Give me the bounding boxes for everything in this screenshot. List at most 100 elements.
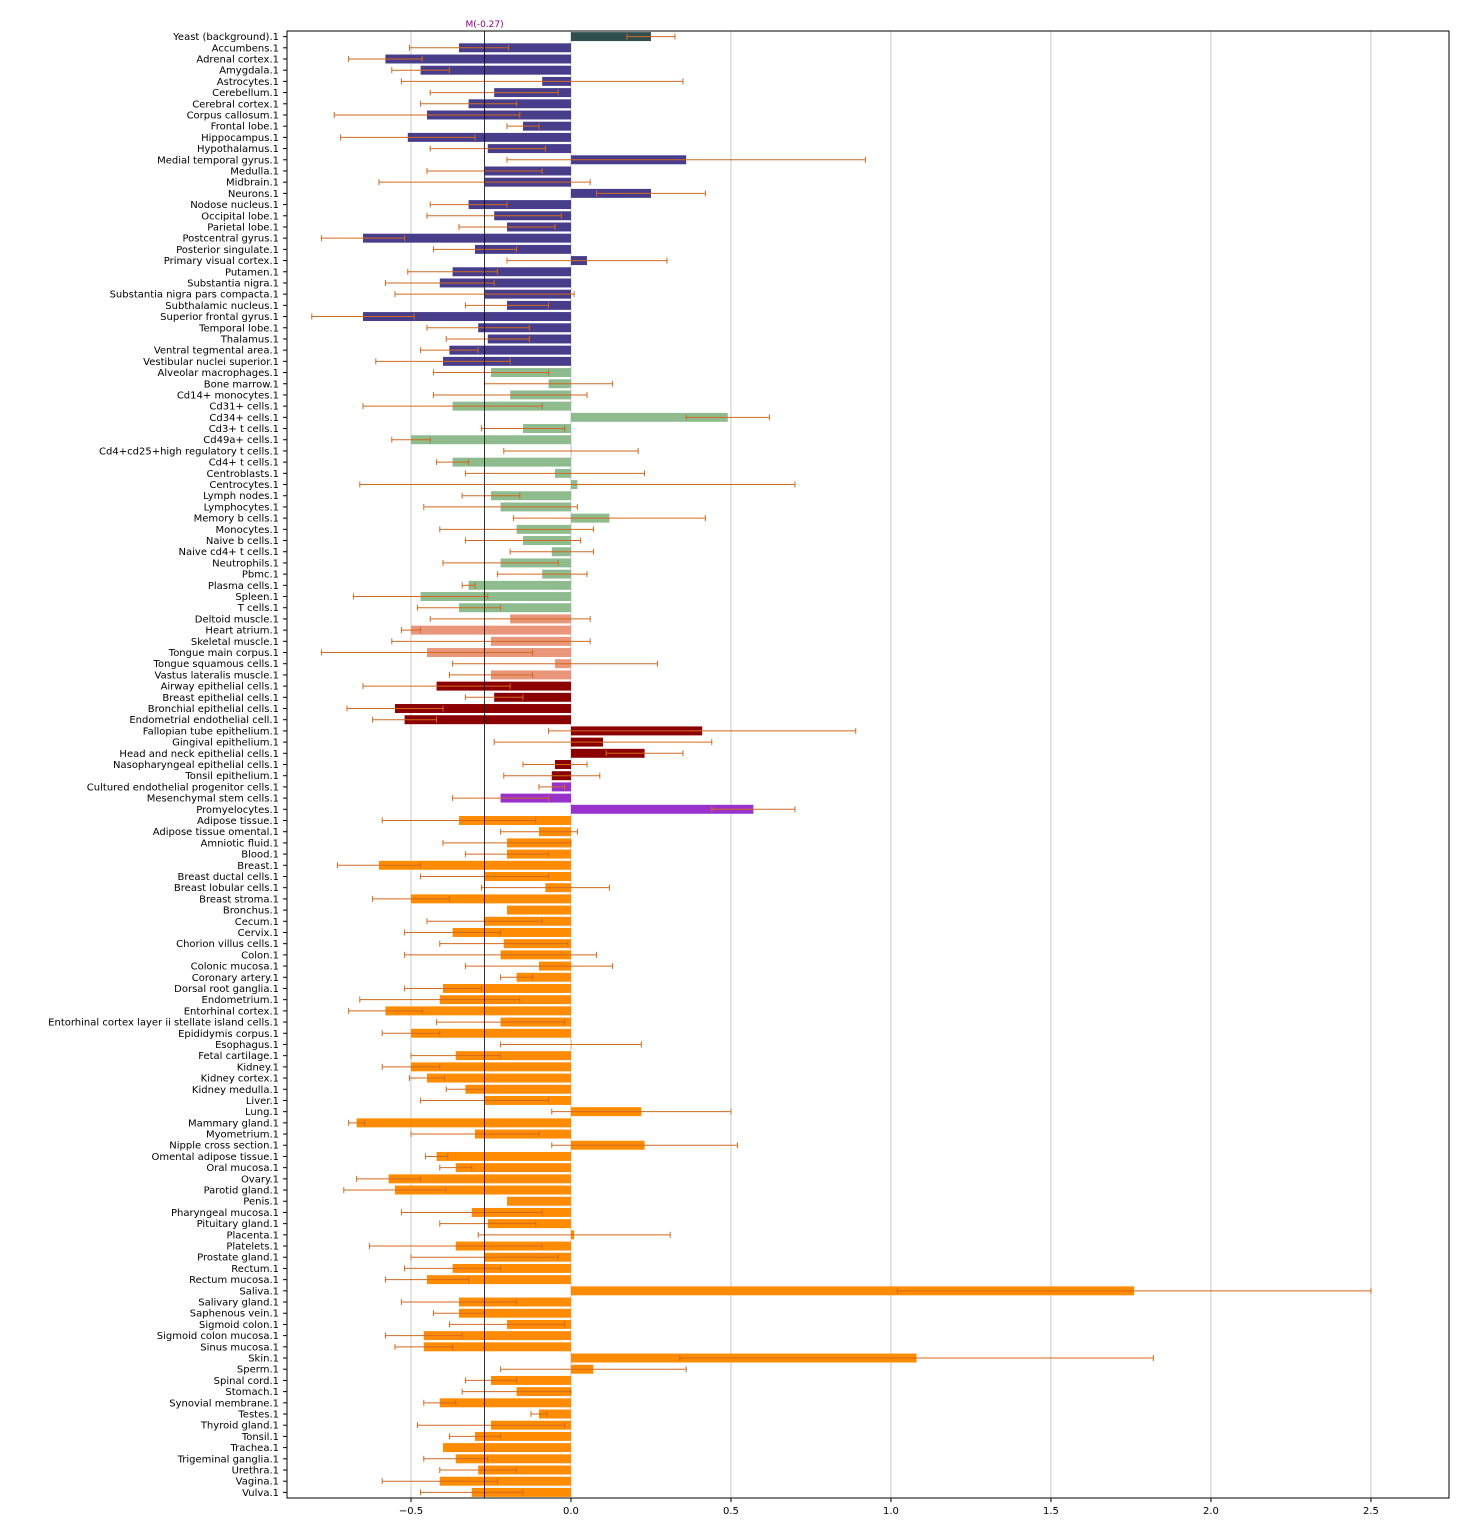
bar [362,233,571,243]
x-axis-ticks: −0.5 0.0 0.5 1.0 1.5 2.0 2.5 [399,1498,1379,1517]
y-tick-label: Gingival epithelium.1 [172,738,279,749]
y-tick-label: Cecum.1 [235,917,279,928]
y-tick-label: Thalamus.1 [220,334,279,345]
y-tick-label: Cd4+ t cells.1 [209,458,279,469]
y-tick-label: Tonsil epithelium.1 [184,771,279,782]
bar [420,65,571,75]
bar [455,1163,571,1173]
y-tick-label: Substantia nigra.1 [187,278,279,289]
y-tick-label: Endometrial endothelial cell.1 [129,715,279,726]
y-tick-label: Corpus callosum.1 [187,110,279,121]
y-tick-label: Cd4+cd25+high regulatory t cells.1 [99,446,279,457]
bar [426,1275,571,1285]
y-tick-label: Salivary gland.1 [198,1298,279,1309]
bar [506,905,571,915]
y-tick-label: Spinal cord.1 [214,1376,279,1387]
y-tick-label: Vestibular nuclei superior.1 [143,357,279,368]
y-tick-label: Cd34+ cells.1 [209,413,279,424]
bar [420,592,571,602]
y-tick-label: Breast stroma.1 [199,894,279,905]
bar [474,244,571,254]
y-tick-label: Ventral tegmental area.1 [154,346,279,357]
bar [394,1185,571,1195]
y-tick-label: Trigeminal ganglia.1 [177,1454,279,1465]
y-tick-label: Medial temporal gyrus.1 [157,155,279,166]
y-tick-label: Endometrium.1 [202,995,279,1006]
bar [404,715,571,725]
bar [439,1398,571,1408]
bar [410,894,571,904]
bar [452,267,571,277]
bar [468,99,571,109]
y-tick-label: Colon.1 [241,950,279,961]
y-tick-label: Rectum mucosa.1 [189,1275,279,1286]
y-tick-label: Primary visual cortex.1 [164,256,279,267]
y-tick-label: Bronchial epithelial cells.1 [148,704,279,715]
error-bars [311,33,1372,1496]
bar [570,1286,1135,1296]
y-tick-label: Alveolar macrophages.1 [158,368,279,379]
bar [410,1062,571,1072]
y-tick-label: Breast.1 [237,861,279,872]
y-tick-label: Accumbens.1 [212,43,279,54]
bar [439,1476,571,1486]
y-tick-label: Mesenchymal stem cells.1 [147,794,279,805]
y-tick-label: Cd49a+ cells.1 [203,435,279,446]
y-tick-label: Pharyngeal mucosa.1 [171,1208,279,1219]
y-tick-label: Prostate gland.1 [197,1253,279,1264]
y-tick-label: Testes.1 [237,1410,279,1421]
x-tick-label: 0.5 [723,1506,739,1517]
y-tick-label: Memory b cells.1 [194,514,279,525]
bar [385,54,571,64]
y-tick-label: Ovary.1 [241,1174,279,1185]
bar [458,603,571,613]
y-tick-label: Breast epithelial cells.1 [162,693,279,704]
y-tick-label: Entorhinal cortex layer ii stellate isla… [48,1018,279,1029]
x-tick-label: 2.5 [1363,1506,1379,1517]
y-tick-label: Deltoid muscle.1 [195,614,279,625]
y-tick-label: Skeletal muscle.1 [191,637,279,648]
y-tick-label: Rectum.1 [231,1264,279,1275]
y-tick-label: Myometrium.1 [206,1130,279,1141]
y-tick-label: Thyroid gland.1 [200,1421,279,1432]
y-tick-label: Monocytes.1 [216,525,279,536]
bar [452,1263,571,1273]
y-tick-label: Fetal cartilage.1 [198,1051,279,1062]
y-tick-label: Head and neck epithelial cells.1 [119,749,279,760]
bar [538,1409,571,1419]
y-tick-label: Fallopian tube epithelium.1 [143,726,279,737]
x-tick-label: 1.0 [883,1506,899,1517]
y-tick-label: Adrenal cortex.1 [196,54,279,65]
y-tick-label: Temporal lobe.1 [198,323,279,334]
y-tick-label: Amygdala.1 [219,66,279,77]
bar [490,1375,571,1385]
y-tick-label: Neutrophils.1 [212,558,279,569]
y-tick-label: Skin.1 [248,1354,279,1365]
y-tick-label: Occipital lobe.1 [201,211,279,222]
bar [506,1196,571,1206]
y-tick-label: Blood.1 [241,850,279,861]
y-tick-label: Centrocytes.1 [209,480,279,491]
bar [423,1342,571,1352]
y-tick-label: Tonsil.1 [241,1432,279,1443]
y-tick-label: Adipose tissue omental.1 [153,827,279,838]
bar [494,692,571,702]
y-tick-label: Frontal lobe.1 [211,122,279,133]
y-tick-label: Coronary artery.1 [192,973,279,984]
bar [452,457,571,467]
bar [410,1028,571,1038]
y-tick-label: Placenta.1 [226,1230,279,1241]
y-tick-label: Trachea.1 [229,1443,279,1454]
y-tick-label: Lymph nodes.1 [203,491,279,502]
y-tick-label: Esophagus.1 [215,1040,279,1051]
bar [410,435,571,445]
y-tick-label: Tongue main corpus.1 [168,648,279,659]
bar [516,972,571,982]
bar [436,1151,571,1161]
y-tick-label: Tongue squamous cells.1 [153,659,279,670]
bar [490,491,571,501]
y-tick-label: Nasopharyngeal epithelial cells.1 [113,760,279,771]
bar [452,927,571,937]
